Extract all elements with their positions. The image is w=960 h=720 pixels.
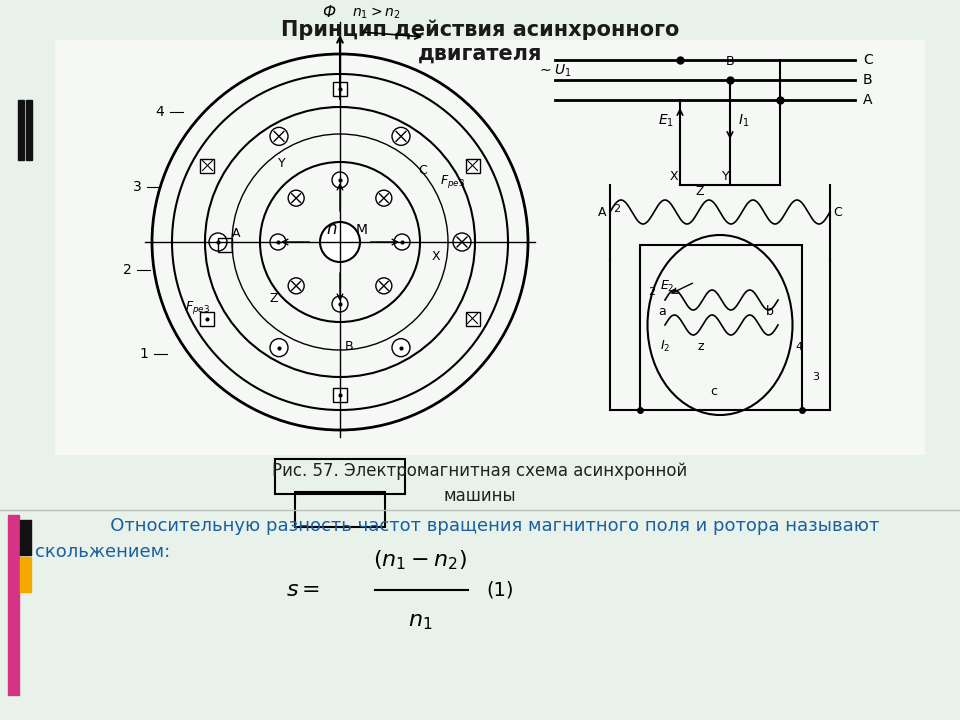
Text: $I_2$: $I_2$ <box>660 339 670 354</box>
Text: 2: 2 <box>648 287 655 297</box>
Circle shape <box>288 190 304 206</box>
Text: Ф: Ф <box>322 5 335 20</box>
Bar <box>295 492 385 527</box>
Text: 2: 2 <box>123 263 132 277</box>
Text: 1: 1 <box>139 347 149 361</box>
Circle shape <box>392 127 410 145</box>
Bar <box>333 82 347 96</box>
Text: B: B <box>726 55 734 68</box>
Text: z: z <box>698 340 705 353</box>
Text: A: A <box>863 93 873 107</box>
Circle shape <box>332 172 348 188</box>
Circle shape <box>376 278 392 294</box>
Circle shape <box>394 234 410 250</box>
Circle shape <box>288 278 304 294</box>
Text: Принцип действия асинхронного
двигателя: Принцип действия асинхронного двигателя <box>281 20 679 63</box>
Bar <box>333 388 347 402</box>
Text: C: C <box>863 53 873 67</box>
Bar <box>201 312 214 325</box>
Text: C: C <box>833 205 842 218</box>
Circle shape <box>270 338 288 356</box>
Text: X: X <box>670 170 679 183</box>
Text: M: M <box>356 223 368 237</box>
Text: b: b <box>766 305 774 318</box>
Text: $E_2$: $E_2$ <box>660 279 675 294</box>
Text: $n_1$: $n_1$ <box>408 612 432 632</box>
Text: 4: 4 <box>795 342 803 352</box>
Circle shape <box>332 296 348 312</box>
Bar <box>20 520 31 555</box>
Circle shape <box>209 233 227 251</box>
Text: C: C <box>418 164 427 177</box>
Text: $I_1$: $I_1$ <box>738 113 750 130</box>
Text: $E_1$: $E_1$ <box>658 113 674 130</box>
Bar <box>201 158 214 173</box>
Bar <box>640 245 802 410</box>
Bar <box>20 557 31 592</box>
Text: 3: 3 <box>812 372 819 382</box>
Bar <box>466 158 479 173</box>
Bar <box>275 459 405 494</box>
Text: B: B <box>345 340 353 353</box>
Text: a: a <box>658 305 665 318</box>
Text: Y: Y <box>722 170 730 183</box>
Circle shape <box>392 338 410 356</box>
Bar <box>18 100 24 160</box>
Text: c: c <box>710 385 717 398</box>
Bar <box>218 238 232 252</box>
Text: n: n <box>326 220 337 238</box>
Text: $n_1{>}n_2$: $n_1{>}n_2$ <box>352 6 400 22</box>
Text: Y: Y <box>278 157 286 170</box>
Text: 2: 2 <box>613 204 620 214</box>
Bar <box>55 40 925 455</box>
Circle shape <box>453 233 471 251</box>
Text: (1): (1) <box>487 580 514 600</box>
Circle shape <box>270 234 286 250</box>
Bar <box>26 100 32 160</box>
Text: A: A <box>598 205 607 218</box>
Text: $s = $: $s = $ <box>286 580 320 600</box>
Bar <box>466 312 479 325</box>
Circle shape <box>270 127 288 145</box>
Text: Z: Z <box>270 292 278 305</box>
Text: $F_{pe3}$: $F_{pe3}$ <box>185 299 210 316</box>
Text: 4: 4 <box>156 105 164 119</box>
Text: скольжением:: скольжением: <box>35 543 170 561</box>
Text: 3: 3 <box>132 180 141 194</box>
Text: Рис. 57. Электромагнитная схема асинхронной
машины: Рис. 57. Электромагнитная схема асинхрон… <box>273 462 687 505</box>
Text: X: X <box>432 250 441 263</box>
Circle shape <box>320 222 360 262</box>
Text: Относительную разность частот вращения магнитного поля и ротора называют: Относительную разность частот вращения м… <box>70 517 879 535</box>
Circle shape <box>376 190 392 206</box>
Text: $\sim U_1$: $\sim U_1$ <box>537 63 571 79</box>
Bar <box>8 515 19 695</box>
Text: $(n_1 - n_2)$: $(n_1 - n_2)$ <box>373 548 467 572</box>
Text: Z: Z <box>696 185 705 198</box>
Text: A: A <box>232 227 241 240</box>
Text: $F_{pe3}$: $F_{pe3}$ <box>440 173 465 190</box>
Text: B: B <box>863 73 873 87</box>
